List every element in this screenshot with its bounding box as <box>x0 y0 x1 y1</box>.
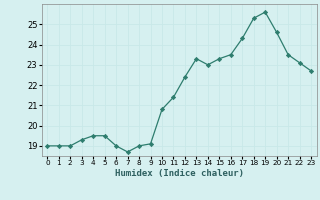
X-axis label: Humidex (Indice chaleur): Humidex (Indice chaleur) <box>115 169 244 178</box>
